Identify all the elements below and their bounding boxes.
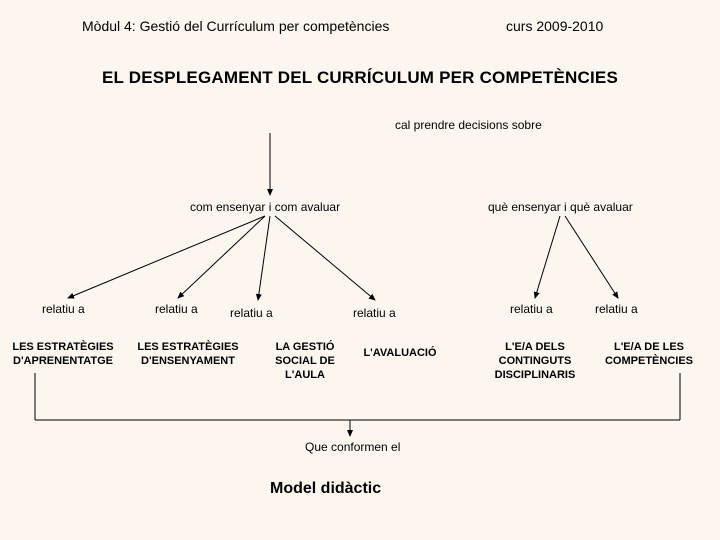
diagram-lines [0, 0, 720, 540]
